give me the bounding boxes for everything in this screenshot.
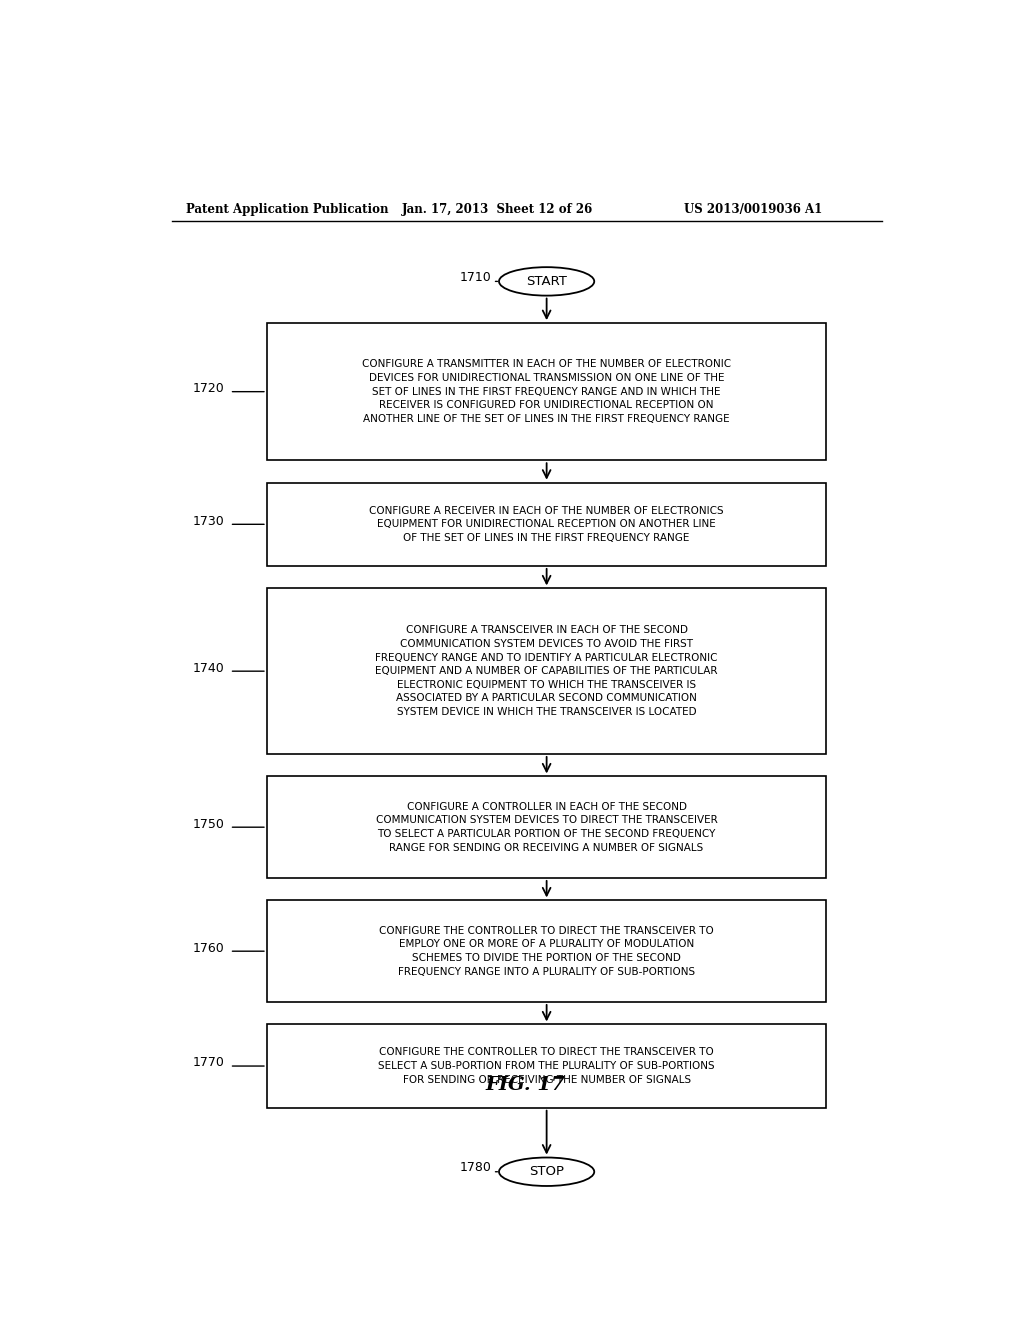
- Text: 1760: 1760: [194, 941, 225, 954]
- Text: Patent Application Publication: Patent Application Publication: [186, 203, 388, 216]
- Ellipse shape: [499, 1158, 594, 1185]
- Text: CONFIGURE THE CONTROLLER TO DIRECT THE TRANSCEIVER TO
SELECT A SUB-PORTION FROM : CONFIGURE THE CONTROLLER TO DIRECT THE T…: [378, 1048, 715, 1085]
- Text: 1780: 1780: [459, 1162, 492, 1175]
- Text: CONFIGURE A CONTROLLER IN EACH OF THE SECOND
COMMUNICATION SYSTEM DEVICES TO DIR: CONFIGURE A CONTROLLER IN EACH OF THE SE…: [376, 801, 718, 853]
- Text: START: START: [526, 275, 567, 288]
- Ellipse shape: [499, 267, 594, 296]
- Text: FIG. 17: FIG. 17: [485, 1076, 564, 1094]
- Text: STOP: STOP: [529, 1166, 564, 1179]
- FancyBboxPatch shape: [267, 323, 826, 461]
- FancyBboxPatch shape: [267, 483, 826, 566]
- Text: 1720: 1720: [194, 381, 225, 395]
- FancyBboxPatch shape: [267, 900, 826, 1002]
- Text: 1730: 1730: [194, 515, 225, 528]
- FancyBboxPatch shape: [267, 589, 826, 754]
- Text: 1740: 1740: [194, 661, 225, 675]
- FancyBboxPatch shape: [267, 776, 826, 878]
- Text: CONFIGURE A TRANSMITTER IN EACH OF THE NUMBER OF ELECTRONIC
DEVICES FOR UNIDIREC: CONFIGURE A TRANSMITTER IN EACH OF THE N…: [362, 359, 731, 424]
- FancyBboxPatch shape: [267, 1024, 826, 1107]
- Text: CONFIGURE A RECEIVER IN EACH OF THE NUMBER OF ELECTRONICS
EQUIPMENT FOR UNIDIREC: CONFIGURE A RECEIVER IN EACH OF THE NUMB…: [370, 506, 724, 543]
- Text: 1770: 1770: [193, 1056, 225, 1069]
- Text: CONFIGURE THE CONTROLLER TO DIRECT THE TRANSCEIVER TO
EMPLOY ONE OR MORE OF A PL: CONFIGURE THE CONTROLLER TO DIRECT THE T…: [379, 925, 714, 977]
- Text: 1750: 1750: [193, 817, 225, 830]
- Text: Jan. 17, 2013  Sheet 12 of 26: Jan. 17, 2013 Sheet 12 of 26: [401, 203, 593, 216]
- Text: 1710: 1710: [460, 271, 492, 284]
- Text: US 2013/0019036 A1: US 2013/0019036 A1: [684, 203, 822, 216]
- Text: CONFIGURE A TRANSCEIVER IN EACH OF THE SECOND
COMMUNICATION SYSTEM DEVICES TO AV: CONFIGURE A TRANSCEIVER IN EACH OF THE S…: [376, 626, 718, 717]
